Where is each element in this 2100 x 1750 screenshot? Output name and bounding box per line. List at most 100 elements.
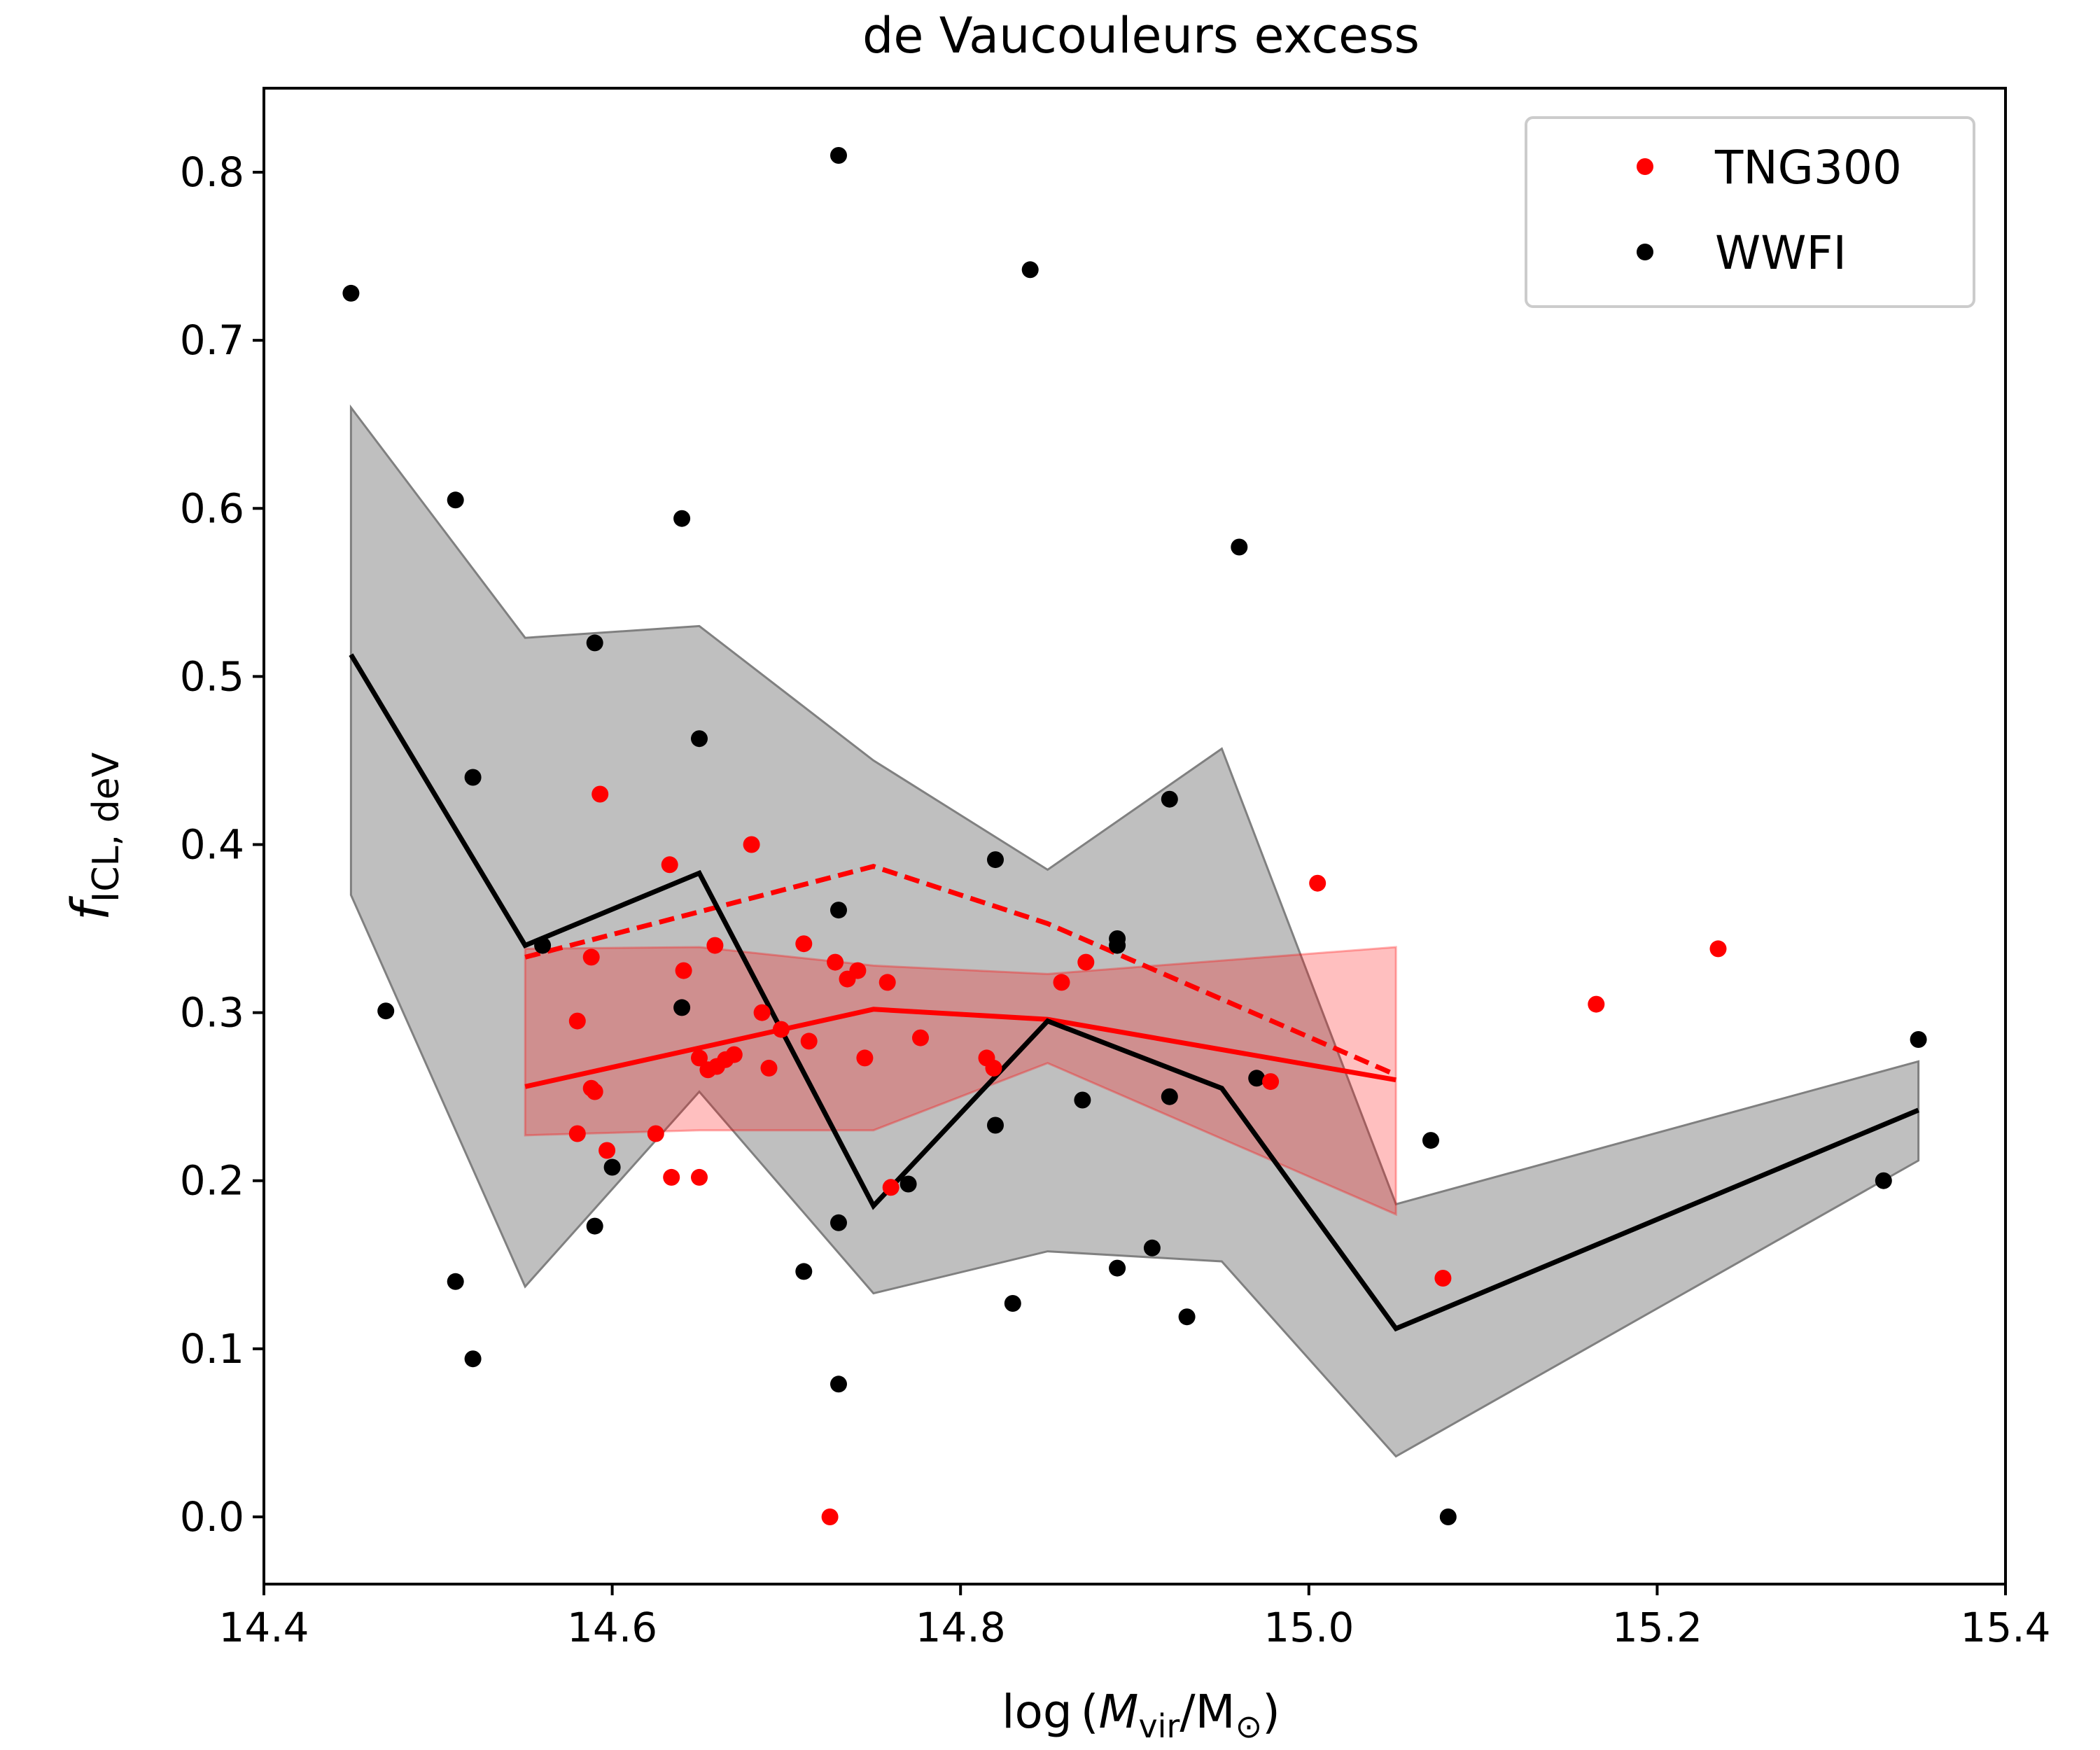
wwfi-point (586, 1217, 603, 1235)
x-tick-label: 14.8 (916, 1604, 1006, 1651)
plot-frame (262, 87, 2007, 1586)
wwfi-point (899, 1175, 917, 1193)
wwfi-point (586, 634, 603, 652)
tng300-point (568, 1012, 586, 1030)
wwfi-point (1004, 1295, 1021, 1312)
tng300-point (827, 953, 844, 971)
x-tick-label: 14.4 (218, 1604, 309, 1651)
data-points (342, 147, 1927, 1525)
tng300-point (691, 1049, 708, 1067)
tng300-point (878, 974, 896, 991)
wwfi-point (830, 1376, 847, 1393)
wwfi-point (1021, 261, 1039, 279)
y-tick-label: 0.5 (180, 652, 244, 700)
y-tick-label: 0.2 (180, 1157, 244, 1205)
x-tick-label: 15.2 (1612, 1604, 1702, 1651)
legend-label-tng300: TNG300 (1714, 141, 1902, 195)
tng300-point (647, 1125, 664, 1142)
tng300-point (675, 962, 692, 979)
tng300-point (1077, 953, 1095, 971)
trend-lines (349, 653, 1919, 1332)
x-tick-label: 15.0 (1264, 1604, 1354, 1651)
tng300-point (1434, 1270, 1452, 1287)
x-tick-label: 15.4 (1960, 1604, 2050, 1651)
wwfi-point (1109, 937, 1126, 954)
legend-marker-tng300 (1637, 158, 1653, 175)
y-tick-label: 0.1 (180, 1325, 244, 1373)
wwfi-point (1910, 1031, 1927, 1048)
wwfi-point (1231, 538, 1248, 556)
wwfi-point (464, 1350, 482, 1368)
x-tick-label: 14.6 (567, 1604, 657, 1651)
tng300-point (753, 1004, 771, 1021)
y-tick-label: 0.7 (180, 316, 244, 364)
wwfi-point (1109, 1259, 1126, 1277)
tng300-point (800, 1032, 818, 1050)
x-label-slash: /M (1180, 1685, 1235, 1739)
wwfi-point (1248, 1070, 1266, 1087)
tng300-point (1588, 995, 1605, 1013)
x-axis-label: log (Mvir/M⊙) (1002, 1685, 1280, 1745)
tng300-point (1053, 974, 1070, 991)
wwfi-point (447, 491, 464, 509)
tng300-point (1262, 1073, 1280, 1091)
confidence-bands (349, 404, 1920, 1458)
wwfi-point (673, 999, 691, 1016)
wwfi-band (349, 404, 1920, 1458)
tng300-point (582, 948, 600, 966)
tng300-point (598, 1142, 616, 1159)
wwfi-point (1439, 1508, 1457, 1525)
wwfi-point (464, 769, 482, 786)
wwfi-point (1422, 1132, 1439, 1149)
x-label-m: M (1099, 1685, 1139, 1739)
tng300-point (1709, 940, 1727, 958)
x-label-sun: ⊙ (1236, 1707, 1263, 1745)
tng300-point (706, 937, 724, 954)
wwfi-point (830, 1214, 847, 1231)
wwfi-point (1161, 790, 1178, 808)
x-axis-ticks: 14.4 14.6 14.8 15.0 15.2 15.4 (218, 1584, 2051, 1651)
x-label-open: ( (1081, 1685, 1099, 1739)
wwfi-point (987, 1116, 1004, 1134)
wwfi-point (1074, 1091, 1091, 1109)
wwfi-point (830, 902, 847, 919)
tng300-point (661, 856, 678, 874)
wwfi-point (673, 510, 691, 527)
tng300-point (912, 1029, 929, 1046)
wwfi-point (691, 730, 708, 748)
x-label-vir: vir (1138, 1707, 1180, 1745)
y-tick-label: 0.0 (180, 1493, 244, 1541)
wwfi-median-line (349, 653, 1919, 1332)
y-tick-label: 0.4 (180, 821, 244, 869)
wwfi-point (1161, 1088, 1178, 1105)
y-axis-ticks: 0.0 0.1 0.2 0.3 0.4 0.5 0.6 0.7 0.8 (180, 148, 264, 1541)
tng300-point (985, 1059, 1002, 1077)
wwfi-point (1178, 1308, 1196, 1326)
tng300-band (524, 946, 1397, 1217)
tng300-point (1309, 874, 1326, 892)
y-tick-label: 0.6 (180, 484, 244, 532)
tng300-point (691, 1168, 708, 1186)
x-label-close: ) (1262, 1685, 1280, 1739)
tng300-point (882, 1179, 899, 1196)
tng300-point (568, 1125, 586, 1142)
wwfi-point (447, 1273, 464, 1290)
legend-label-wwfi: WWFI (1715, 226, 1847, 280)
legend-marker-wwfi (1637, 244, 1653, 260)
y-tick-label: 0.3 (180, 989, 244, 1037)
y-tick-label: 0.8 (180, 148, 244, 196)
wwfi-point (377, 1002, 395, 1020)
tng300-point (760, 1059, 778, 1077)
wwfi-point (795, 1263, 813, 1280)
wwfi-point (342, 284, 360, 302)
tng300-point (821, 1508, 839, 1525)
tng300-point (663, 1168, 680, 1186)
tng300-point (743, 836, 760, 853)
x-label-log: log (1002, 1685, 1072, 1739)
wwfi-point (1143, 1239, 1161, 1256)
tng300-point (725, 1046, 743, 1063)
tng300-point (772, 1021, 790, 1038)
legend: TNG300 WWFI (1525, 116, 1975, 308)
wwfi-point (1875, 1172, 1892, 1189)
